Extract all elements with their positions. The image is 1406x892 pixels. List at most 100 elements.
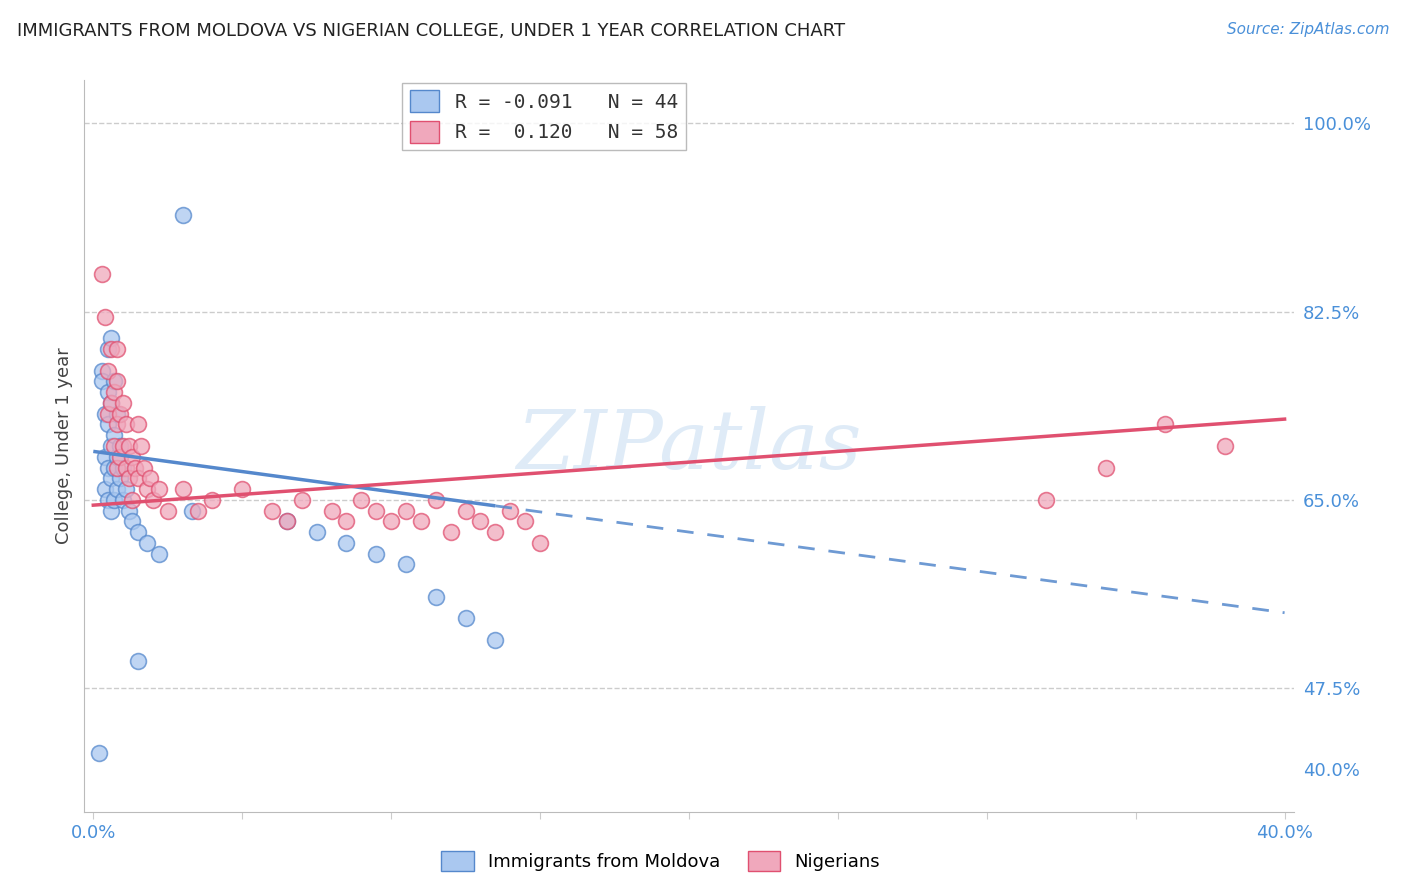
Point [94,450,117,464]
Point [305,524,328,539]
Point [335,536,357,550]
Point [121,492,143,507]
Point [118,471,141,485]
Point [395,558,418,572]
Point [121,514,143,528]
Point [499,503,522,517]
Point [1035,492,1057,507]
Point [97,364,120,378]
Point [409,514,432,528]
Point [103,385,125,400]
Point [94,310,117,324]
Point [142,492,165,507]
Point [103,375,125,389]
Point [470,514,492,528]
Point [127,417,149,432]
Point [103,428,125,442]
Point [148,547,170,561]
Point [100,471,122,485]
Point [454,503,477,517]
Point [91,375,114,389]
Point [231,482,253,496]
Point [91,364,114,378]
Point [97,407,120,421]
Point [100,396,122,410]
Point [105,417,128,432]
Text: ZIPatlas: ZIPatlas [516,406,862,486]
Point [89,746,111,760]
Point [112,439,135,453]
Point [115,482,138,496]
Point [112,492,135,507]
Point [425,492,447,507]
Point [380,514,402,528]
Point [118,439,141,453]
Y-axis label: College, Under 1 year: College, Under 1 year [55,348,73,544]
Point [1095,460,1118,475]
Point [105,407,128,421]
Text: IMMIGRANTS FROM MOLDOVA VS NIGERIAN COLLEGE, UNDER 1 YEAR CORRELATION CHART: IMMIGRANTS FROM MOLDOVA VS NIGERIAN COLL… [17,22,845,40]
Point [108,471,131,485]
Point [172,208,194,222]
Point [124,460,146,475]
Point [121,450,143,464]
Point [108,407,131,421]
Point [366,503,388,517]
Point [454,611,477,625]
Point [105,450,128,464]
Point [321,503,343,517]
Point [172,482,194,496]
Point [276,514,298,528]
Legend: Immigrants from Moldova, Nigerians: Immigrants from Moldova, Nigerians [434,844,887,879]
Point [335,514,357,528]
Point [94,407,117,421]
Point [440,524,463,539]
Point [105,342,128,356]
Point [132,460,155,475]
Point [127,654,149,668]
Point [105,482,128,496]
Point [103,492,125,507]
Point [100,439,122,453]
Point [103,439,125,453]
Point [129,439,152,453]
Point [103,460,125,475]
Point [484,524,506,539]
Point [135,536,157,550]
Point [115,417,138,432]
Point [112,396,135,410]
Point [350,492,373,507]
Point [186,503,208,517]
Point [529,536,551,550]
Point [148,482,170,496]
Point [91,267,114,281]
Point [180,503,202,517]
Text: Source: ZipAtlas.com: Source: ZipAtlas.com [1226,22,1389,37]
Point [97,342,120,356]
Point [291,492,314,507]
Legend: R = -0.091   N = 44, R =  0.120   N = 58: R = -0.091 N = 44, R = 0.120 N = 58 [402,83,686,151]
Point [425,590,447,604]
Point [276,514,298,528]
Point [100,503,122,517]
Point [366,547,388,561]
Point [100,342,122,356]
Point [260,503,283,517]
Point [139,471,162,485]
Point [156,503,179,517]
Point [97,492,120,507]
Point [94,482,117,496]
Point [100,331,122,345]
Point [395,503,418,517]
Point [108,450,131,464]
Point [127,524,149,539]
Point [97,385,120,400]
Point [513,514,536,528]
Point [108,439,131,453]
Point [201,492,224,507]
Point [127,471,149,485]
Point [135,482,157,496]
Point [1154,417,1177,432]
Point [97,460,120,475]
Point [97,417,120,432]
